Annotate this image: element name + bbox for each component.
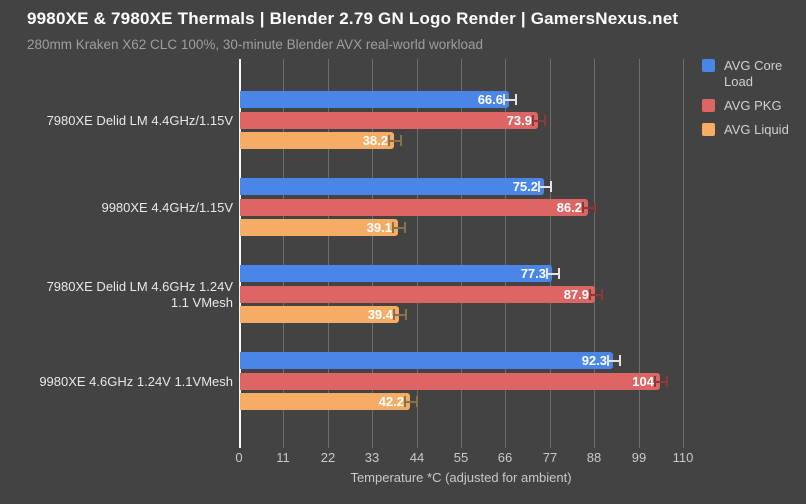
- legend-label: AVG PKG: [724, 98, 782, 113]
- legend-label: AVG Core Load: [724, 58, 783, 89]
- error-bar: [503, 94, 517, 105]
- x-tick-label: 44: [409, 450, 425, 465]
- error-bar: [392, 222, 406, 233]
- bar-avg-core-load: 77.3: [240, 265, 552, 282]
- bar-value-label: 86.2: [556, 200, 582, 215]
- legend-swatch: [702, 59, 715, 72]
- legend-label: AVG Liquid: [724, 122, 789, 137]
- category-label: 7980XE Delid LM 4.6GHz 1.24V 1.1 VMesh: [46, 278, 233, 310]
- x-tick-label: 55: [453, 450, 469, 465]
- x-tick-label: 99: [631, 450, 647, 465]
- chart-subtitle: 280mm Kraken X62 CLC 100%, 30-minute Ble…: [27, 37, 483, 52]
- legend-swatch: [702, 123, 715, 136]
- gridline: [550, 59, 551, 448]
- bar-avg-liquid: 42.2: [240, 393, 410, 410]
- bar-avg-pkg: 86.2: [240, 199, 588, 216]
- bar-value-label: 87.9: [563, 287, 589, 302]
- error-bar: [404, 396, 418, 407]
- gridline: [328, 59, 329, 448]
- bar-value-label: 73.9: [506, 113, 532, 128]
- category-label: 9980XE 4.4GHz/1.15V: [101, 199, 233, 215]
- bar-value-label: 77.3: [520, 266, 546, 281]
- bar-value-label: 38.2: [362, 133, 388, 148]
- error-bar: [388, 135, 402, 146]
- bar-avg-core-load: 92.3: [240, 352, 613, 369]
- gridline: [417, 59, 418, 448]
- x-tick-label: 110: [672, 450, 694, 465]
- category-label: 9980XE 4.6GHz 1.24V 1.1VMesh: [39, 373, 233, 389]
- bar-value-label: 92.3: [581, 353, 607, 368]
- bar-avg-pkg: 87.9: [240, 286, 595, 303]
- bar-value-label: 104: [632, 374, 654, 389]
- bar-value-label: 39.4: [367, 307, 393, 322]
- category-label: 7980XE Delid LM 4.4GHz/1.15V: [46, 112, 233, 128]
- gridline: [505, 59, 506, 448]
- bar-avg-pkg: 104: [240, 373, 660, 390]
- bar-avg-pkg: 73.9: [240, 112, 538, 129]
- error-bar: [546, 268, 560, 279]
- gridline: [639, 59, 640, 448]
- chart-title: 9980XE & 7980XE Thermals | Blender 2.79 …: [27, 9, 679, 28]
- gridline: [283, 59, 284, 448]
- error-bar: [393, 309, 407, 320]
- error-bar: [589, 289, 603, 300]
- x-tick-label: 11: [276, 450, 290, 465]
- legend-item-avg-liquid: AVG Liquid: [702, 122, 802, 138]
- x-axis-title: Temperature *C (adjusted for ambient): [350, 470, 572, 485]
- x-tick-label: 33: [364, 450, 380, 465]
- bar-avg-liquid: 38.2: [240, 132, 394, 149]
- bar-value-label: 75.2: [512, 179, 538, 194]
- baseline-gridline: [239, 59, 241, 448]
- x-tick-label: 66: [497, 450, 513, 465]
- error-bar: [538, 181, 552, 192]
- bar-value-label: 42.2: [378, 394, 404, 409]
- gridline: [461, 59, 462, 448]
- x-tick-label: 77: [542, 450, 558, 465]
- bar-avg-liquid: 39.4: [240, 306, 399, 323]
- gridline: [594, 59, 595, 448]
- bar-avg-core-load: 75.2: [240, 178, 544, 195]
- error-bar: [582, 202, 596, 213]
- legend-item-avg-pkg: AVG PKG: [702, 98, 802, 114]
- legend-swatch: [702, 99, 715, 112]
- x-tick-label: 88: [586, 450, 602, 465]
- bar-value-label: 66.6: [477, 92, 503, 107]
- error-bar: [654, 376, 668, 387]
- x-tick-label: 22: [320, 450, 336, 465]
- gridline: [372, 59, 373, 448]
- bar-avg-liquid: 39.1: [240, 219, 398, 236]
- bar-value-label: 39.1: [366, 220, 392, 235]
- bar-avg-core-load: 66.6: [240, 91, 509, 108]
- gridline: [683, 59, 684, 448]
- error-bar: [532, 115, 546, 126]
- error-bar: [607, 355, 621, 366]
- legend-item-avg-core-load: AVG Core Load: [702, 58, 802, 90]
- x-tick-label: 0: [235, 450, 243, 465]
- legend: AVG Core Load AVG PKG AVG Liquid: [702, 58, 802, 146]
